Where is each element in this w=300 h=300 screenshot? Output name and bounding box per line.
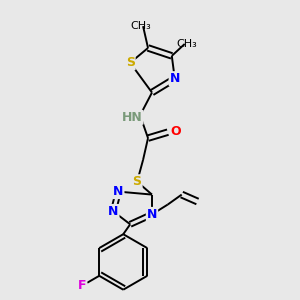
Text: N: N xyxy=(108,205,118,218)
Text: N: N xyxy=(169,72,180,85)
Text: N: N xyxy=(113,185,124,198)
Text: CH₃: CH₃ xyxy=(176,39,197,49)
Text: N: N xyxy=(147,208,157,221)
Text: S: S xyxy=(126,56,135,69)
Text: F: F xyxy=(78,279,86,292)
Text: O: O xyxy=(170,125,181,138)
Text: CH₃: CH₃ xyxy=(131,21,152,31)
Text: HN: HN xyxy=(122,111,142,124)
Text: S: S xyxy=(133,175,142,188)
